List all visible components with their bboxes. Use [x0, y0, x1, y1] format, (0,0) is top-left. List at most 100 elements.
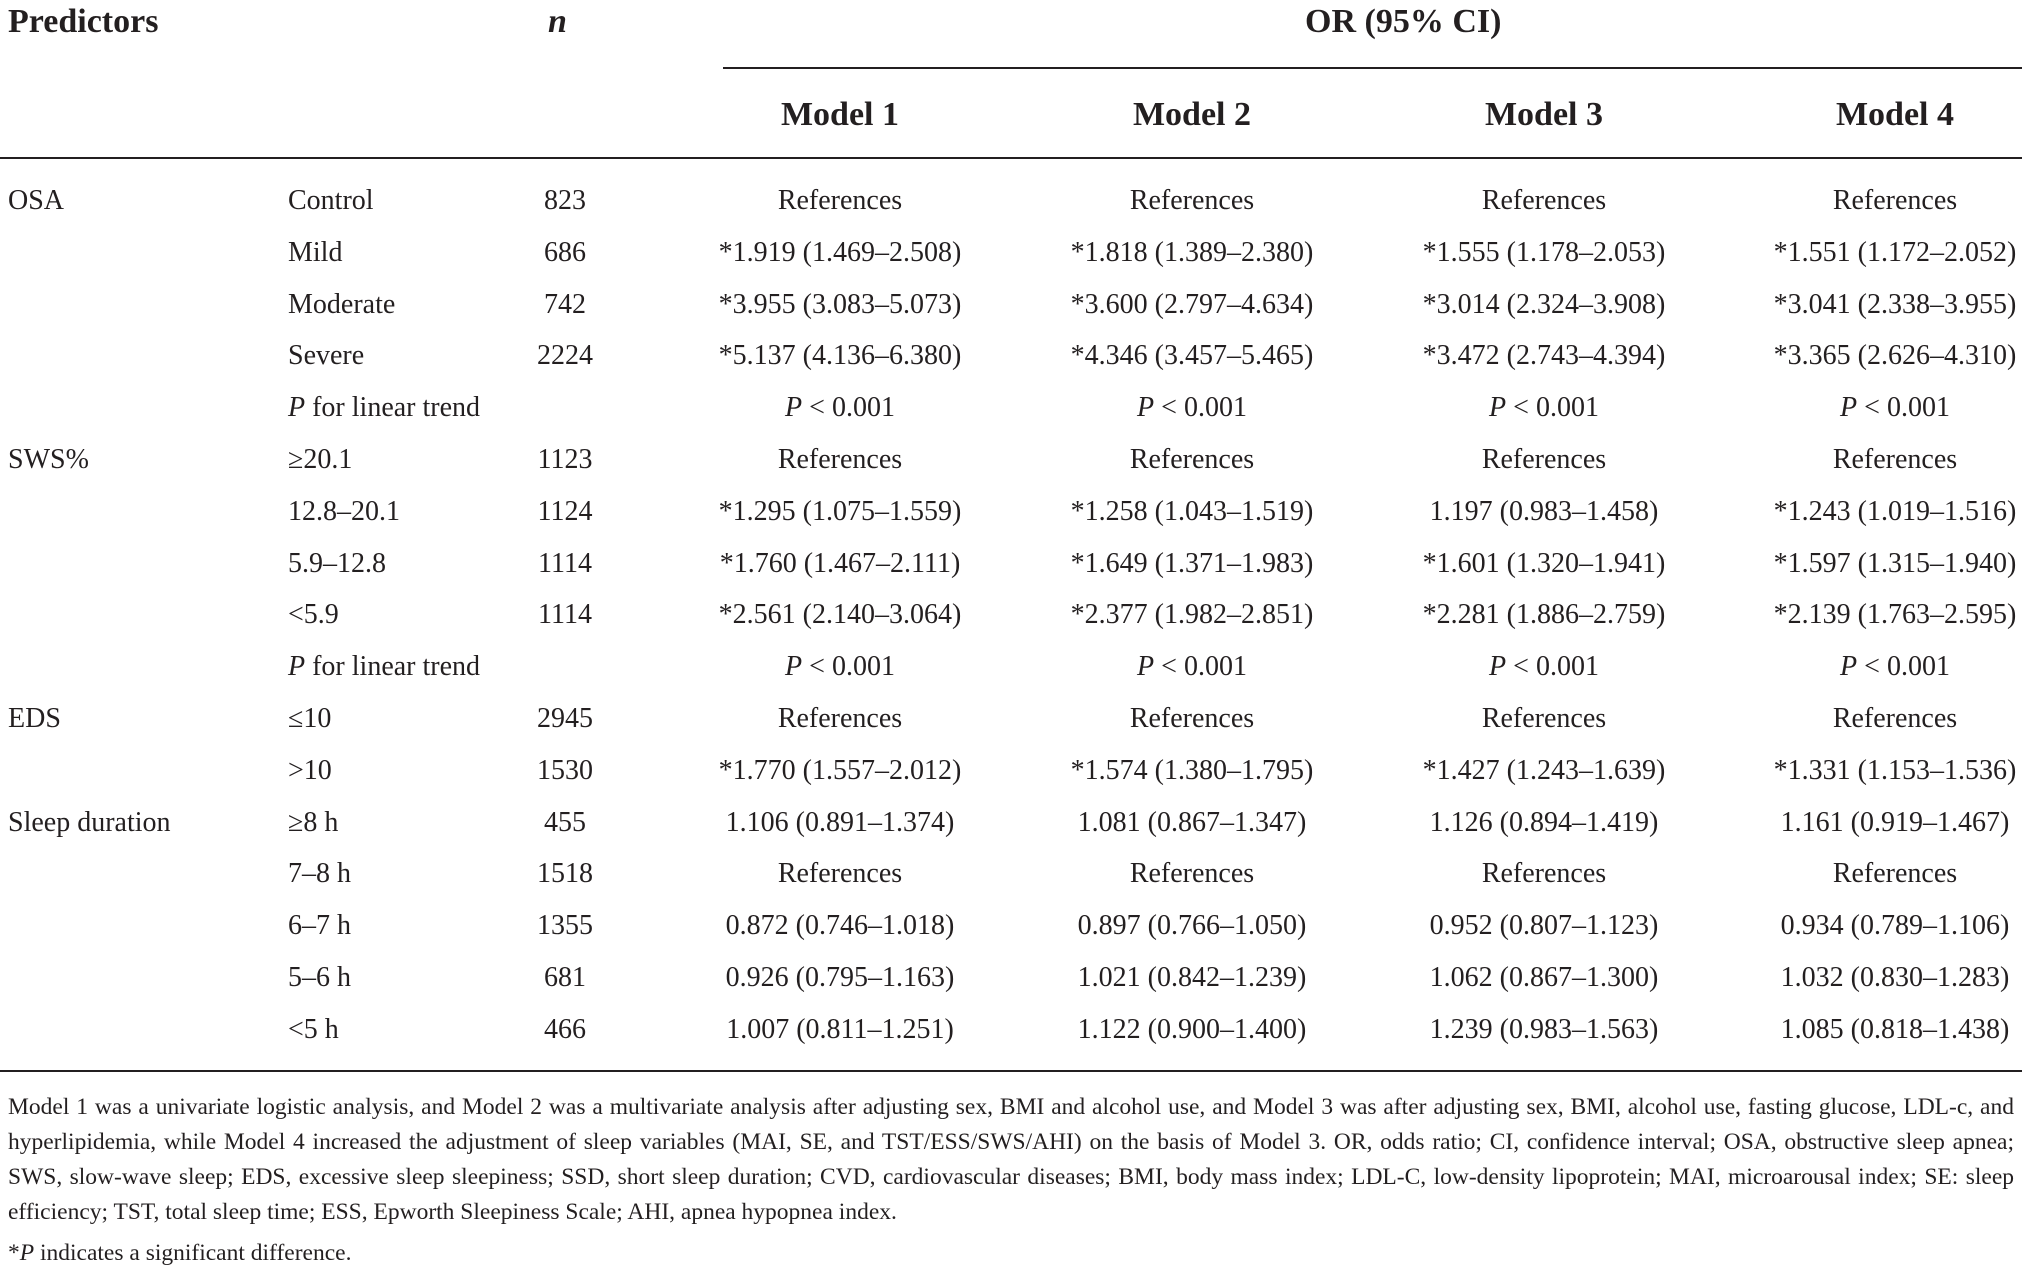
row-model-3-text: 1.197 (0.983–1.458) — [1429, 496, 1659, 527]
row-model-1-text: < 0.001 — [802, 392, 895, 423]
row-model-1: *5.137 (4.136–6.380) — [700, 339, 980, 373]
row-model-4: *3.041 (2.338–3.955) — [1755, 288, 2022, 322]
row-model-1: References — [700, 702, 980, 736]
row-level-text: 12.8–20.1 — [288, 496, 400, 527]
row-model-2: *1.258 (1.043–1.519) — [1052, 495, 1332, 529]
row-level-text: 6–7 h — [288, 910, 351, 941]
row-model-2-text: *2.377 (1.982–2.851) — [1070, 599, 1314, 630]
row-model-4-text: *3.365 (2.626–4.310) — [1773, 340, 2017, 371]
row-n: 1518 — [535, 857, 595, 891]
row-level: ≤10 — [288, 702, 331, 736]
row-model-2: *4.346 (3.457–5.465) — [1052, 339, 1332, 373]
row-model-2: *1.818 (1.389–2.380) — [1052, 236, 1332, 270]
row-n: 2945 — [535, 702, 595, 736]
row-model-2: References — [1052, 443, 1332, 477]
row-model-4: *2.139 (1.763–2.595) — [1755, 598, 2022, 632]
row-group-text: OSA — [8, 185, 65, 216]
row-level: P for linear trend — [288, 391, 480, 425]
row-group-text: Sleep duration — [8, 807, 171, 838]
row-model-2-text: *1.574 (1.380–1.795) — [1070, 755, 1314, 786]
row-model-1: *1.760 (1.467–2.111) — [700, 547, 980, 581]
row-model-3-text: 1.239 (0.983–1.563) — [1429, 1014, 1659, 1045]
row-model-1-text: 0.926 (0.795–1.163) — [725, 962, 955, 993]
row-model-3-text: References — [1481, 444, 1607, 475]
header-model-3: Model 3 — [1484, 96, 1604, 133]
row-model-1-text: < 0.001 — [802, 651, 895, 682]
row-n-text: 1124 — [537, 496, 593, 527]
row-model-3: *1.555 (1.178–2.053) — [1404, 236, 1684, 270]
p-symbol: P — [1489, 392, 1507, 423]
row-model-1: *1.295 (1.075–1.559) — [700, 495, 980, 529]
row-model-2-text: 1.021 (0.842–1.239) — [1077, 962, 1307, 993]
row-model-2-text: 0.897 (0.766–1.050) — [1077, 910, 1307, 941]
header-n: n — [548, 3, 567, 40]
row-level-text: for linear trend — [305, 392, 481, 423]
row-model-3-text: < 0.001 — [1506, 392, 1599, 423]
row-level-text: ≥20.1 — [288, 444, 353, 475]
row-model-4: 1.032 (0.830–1.283) — [1755, 961, 2022, 995]
row-model-4-text: *1.243 (1.019–1.516) — [1773, 496, 2017, 527]
row-n-text: 1355 — [537, 910, 593, 941]
row-model-4-text: < 0.001 — [1857, 392, 1950, 423]
row-model-3-text: *3.014 (2.324–3.908) — [1422, 289, 1666, 320]
row-model-1: P < 0.001 — [700, 650, 980, 684]
row-level-text: for linear trend — [305, 651, 481, 682]
p-symbol: P — [288, 651, 306, 682]
row-level: Mild — [288, 236, 342, 270]
p-symbol: P — [1137, 392, 1155, 423]
row-model-4-text: 0.934 (0.789–1.106) — [1780, 910, 2010, 941]
row-model-1-text: References — [777, 444, 903, 475]
row-level: 5–6 h — [288, 961, 351, 995]
row-model-1-text: *1.760 (1.467–2.111) — [719, 548, 961, 579]
row-model-4: References — [1755, 857, 2022, 891]
row-model-4-text: 1.161 (0.919–1.467) — [1780, 807, 2010, 838]
row-group-text: SWS% — [8, 444, 89, 475]
row-level: Moderate — [288, 288, 395, 322]
row-model-4-text: References — [1832, 703, 1958, 734]
row-n-text: 1518 — [537, 858, 593, 889]
row-model-4-text: References — [1832, 858, 1958, 889]
row-model-3-text: References — [1481, 858, 1607, 889]
row-model-4: References — [1755, 443, 2022, 477]
row-model-2: References — [1052, 184, 1332, 218]
row-model-3: *1.427 (1.243–1.639) — [1404, 754, 1684, 788]
row-model-4-text: References — [1832, 185, 1958, 216]
row-level-text: Control — [288, 185, 374, 216]
row-group: Sleep duration — [8, 806, 171, 840]
row-model-4-text: *2.139 (1.763–2.595) — [1773, 599, 2017, 630]
row-model-1: *1.919 (1.469–2.508) — [700, 236, 980, 270]
row-group: EDS — [8, 702, 61, 736]
row-level: Severe — [288, 339, 364, 373]
row-n: 1124 — [535, 495, 595, 529]
row-model-4-text: *1.331 (1.153–1.536) — [1773, 755, 2017, 786]
row-n-text: 1123 — [537, 444, 593, 475]
row-model-4: *1.597 (1.315–1.940) — [1755, 547, 2022, 581]
row-model-4-text: 1.032 (0.830–1.283) — [1780, 962, 2010, 993]
row-model-3: 1.062 (0.867–1.300) — [1404, 961, 1684, 995]
row-n: 681 — [535, 961, 595, 995]
row-model-2-text: < 0.001 — [1154, 651, 1247, 682]
row-model-4-text: *1.551 (1.172–2.052) — [1773, 237, 2017, 268]
row-n: 823 — [535, 184, 595, 218]
row-n: 742 — [535, 288, 595, 322]
row-n-text: 686 — [544, 237, 586, 268]
row-model-3: *2.281 (1.886–2.759) — [1404, 598, 1684, 632]
bottom-rule — [0, 1070, 2022, 1072]
row-n: 1114 — [535, 598, 595, 632]
p-symbol: P — [288, 392, 306, 423]
row-model-2: 1.081 (0.867–1.347) — [1052, 806, 1332, 840]
p-symbol: P — [785, 392, 803, 423]
p-symbol: P — [1137, 651, 1155, 682]
row-n: 466 — [535, 1013, 595, 1047]
row-model-3: 0.952 (0.807–1.123) — [1404, 909, 1684, 943]
row-model-4: P < 0.001 — [1755, 650, 2022, 684]
row-model-4: 1.085 (0.818–1.438) — [1755, 1013, 2022, 1047]
row-model-2-text: References — [1129, 185, 1255, 216]
or-group-rule — [723, 67, 2022, 69]
row-model-4: *1.331 (1.153–1.536) — [1755, 754, 2022, 788]
row-level-text: 5.9–12.8 — [288, 548, 386, 579]
header-or-group: OR (95% CI) — [1305, 3, 1502, 40]
row-model-3: 1.126 (0.894–1.419) — [1404, 806, 1684, 840]
row-n: 1114 — [535, 547, 595, 581]
